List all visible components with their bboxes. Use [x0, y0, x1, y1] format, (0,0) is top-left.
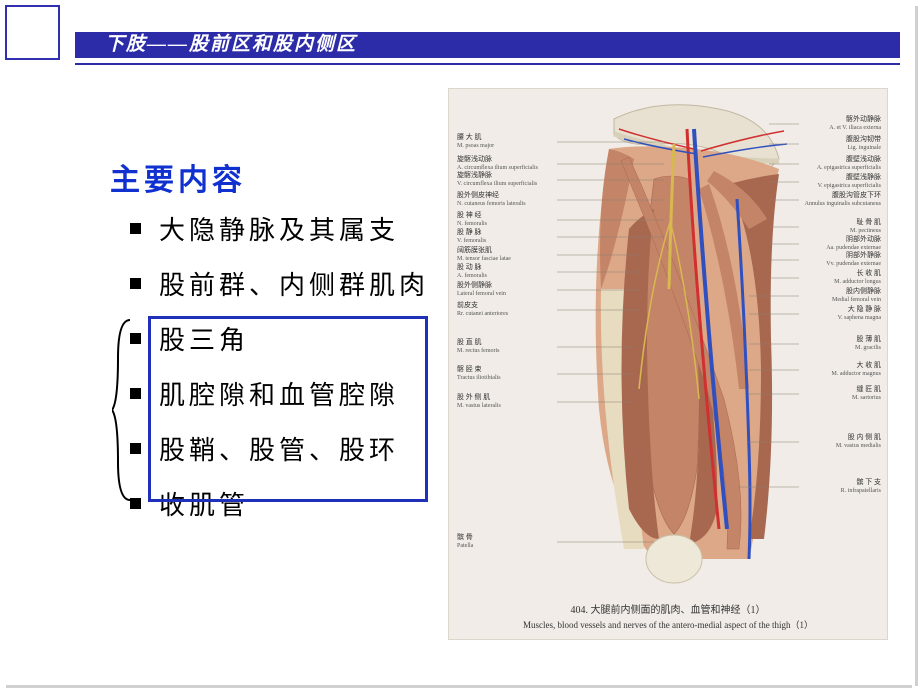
svg-text:M. pectineus: M. pectineus	[850, 228, 882, 234]
svg-text:A. femoralis: A. femoralis	[457, 272, 488, 279]
list-item: 股鞘、股管、股环	[130, 430, 429, 467]
svg-text:M. adductor longus: M. adductor longus	[834, 279, 881, 285]
list-item: 大隐静脉及其属支	[130, 210, 429, 247]
figure-caption-en: Muscles, blood vessels and nerves of the…	[449, 618, 887, 631]
svg-text:M. vastus lateralis: M. vastus lateralis	[457, 403, 501, 409]
svg-text:前皮支: 前皮支	[457, 300, 478, 309]
svg-text:N. cutaneus femoris lateralis: N. cutaneus femoris lateralis	[457, 200, 526, 207]
anatomy-svg: 腰 大 肌 M. psoas major 旋髂浅动脉A. circumflexa i…	[449, 89, 889, 599]
svg-text:V. femoralis: V. femoralis	[457, 237, 487, 244]
slide-shadow-bottom	[6, 685, 912, 688]
svg-text:A. et V. iliaca externa: A. et V. iliaca externa	[829, 125, 881, 131]
svg-text:腹股沟管皮下环: 腹股沟管皮下环	[832, 190, 881, 199]
svg-text:M. sartorius: M. sartorius	[852, 395, 882, 401]
slide-shadow-right	[915, 6, 918, 686]
svg-text:M. rectus femoris: M. rectus femoris	[457, 347, 500, 354]
brace-icon	[112, 318, 134, 502]
svg-text:股 薄 肌: 股 薄 肌	[857, 334, 882, 343]
svg-text:股 内 侧 肌: 股 内 侧 肌	[848, 432, 881, 441]
figure-caption-zh: 404. 大腿前内侧面的肌肉、血管和神经（1）	[571, 605, 766, 616]
svg-text:A. circumflexa ilium superfici: A. circumflexa ilium superficialis	[457, 164, 539, 171]
svg-text:股 直 肌: 股 直 肌	[457, 337, 482, 346]
svg-text:腹股沟韧带: 腹股沟韧带	[846, 134, 881, 143]
svg-text:Rr. cutanei anteriores: Rr. cutanei anteriores	[457, 311, 509, 317]
svg-text:N. femoralis: N. femoralis	[457, 220, 488, 227]
svg-text:M. vastus medialis: M. vastus medialis	[836, 443, 882, 449]
svg-text:髂外动静脉: 髂外动静脉	[846, 114, 881, 123]
corner-accent-square	[5, 5, 60, 60]
svg-text:V. epigastrica superficialis: V. epigastrica superficialis	[818, 182, 882, 189]
svg-text:V. saphena magna: V. saphena magna	[838, 315, 882, 321]
svg-text:阴部外动脉: 阴部外动脉	[846, 234, 881, 243]
title-divider	[75, 63, 900, 65]
svg-text:长 收 肌: 长 收 肌	[857, 268, 882, 277]
list-item: 收肌管	[130, 485, 429, 522]
svg-text:大 收 肌: 大 收 肌	[857, 360, 882, 369]
svg-text:Medial femoral vein: Medial femoral vein	[832, 296, 881, 303]
svg-text:髌 骨: 髌 骨	[457, 532, 473, 541]
title-bar: 下肢——股前区和股内侧区	[75, 32, 900, 58]
svg-text:Vv. pudendae externae: Vv. pudendae externae	[826, 261, 881, 267]
svg-text:Lig. inguinale: Lig. inguinale	[847, 145, 881, 151]
svg-text:Tractus iliotibialis: Tractus iliotibialis	[457, 375, 501, 381]
list-item: 股三角	[130, 320, 429, 357]
svg-text:股 动 脉: 股 动 脉	[457, 262, 482, 271]
svg-text:股外侧静脉: 股外侧静脉	[457, 280, 492, 289]
svg-text:股外侧皮神经: 股外侧皮神经	[457, 190, 499, 199]
svg-text:A. epigastrica superficialis: A. epigastrica superficialis	[817, 164, 882, 171]
svg-text:大 隐 静 脉: 大 隐 静 脉	[848, 304, 881, 313]
svg-text:股内侧静脉: 股内侧静脉	[846, 286, 881, 295]
svg-text:股 静 脉: 股 静 脉	[457, 227, 482, 236]
svg-text:髂 胫 束: 髂 胫 束	[457, 364, 482, 373]
svg-text:M. tensor fasciae latae: M. tensor fasciae latae	[457, 255, 511, 262]
anatomy-figure: 腰 大 肌 M. psoas major 旋髂浅动脉A. circumflexa i…	[448, 88, 888, 640]
svg-text:M. adductor magnus: M. adductor magnus	[832, 371, 882, 377]
bullet-list: 大隐静脉及其属支 股前群、内侧群肌肉 股三角 肌腔隙和血管腔隙 股鞘、股管、股环…	[130, 210, 429, 540]
svg-text:股 神 经: 股 神 经	[457, 210, 482, 219]
svg-text:髌 下 支: 髌 下 支	[857, 477, 882, 486]
list-item: 肌腔隙和血管腔隙	[130, 375, 429, 412]
svg-text:R. infrapatellaris: R. infrapatellaris	[841, 487, 882, 494]
svg-text:耻 骨 肌: 耻 骨 肌	[857, 217, 882, 226]
svg-text:Annulus inguinalis subcutaneus: Annulus inguinalis subcutaneus	[805, 201, 882, 207]
svg-text:股 外 侧 肌: 股 外 侧 肌	[457, 392, 490, 401]
svg-text:腰 大 肌: 腰 大 肌	[457, 132, 482, 141]
svg-text:Lateral femoral vein: Lateral femoral vein	[457, 290, 506, 297]
list-item: 股前群、内侧群肌肉	[130, 265, 429, 302]
svg-text:旋髂浅动脉: 旋髂浅动脉	[457, 154, 492, 163]
svg-text:阴部外静脉: 阴部外静脉	[846, 250, 881, 259]
svg-text:阔筋膜张肌: 阔筋膜张肌	[457, 245, 492, 254]
figure-caption: 404. 大腿前内侧面的肌肉、血管和神经（1） Muscles, blood v…	[449, 601, 887, 631]
svg-text:旋髂浅静脉: 旋髂浅静脉	[457, 170, 492, 179]
svg-text:Patella: Patella	[457, 543, 474, 549]
slide: 下肢——股前区和股内侧区 主要内容 大隐静脉及其属支 股前群、内侧群肌肉 股三角…	[0, 0, 920, 690]
svg-text:缝 匠 肌: 缝 匠 肌	[857, 384, 882, 393]
svg-text:M. psoas major: M. psoas major	[457, 143, 494, 149]
section-heading: 主要内容	[110, 155, 246, 199]
svg-text:V. circumflexa ilium superfici: V. circumflexa ilium superficialis	[457, 180, 538, 187]
svg-text:腹壁浅静脉: 腹壁浅静脉	[846, 172, 881, 181]
svg-text:腹壁浅动脉: 腹壁浅动脉	[846, 154, 881, 163]
svg-text:M. gracilis: M. gracilis	[855, 345, 882, 351]
